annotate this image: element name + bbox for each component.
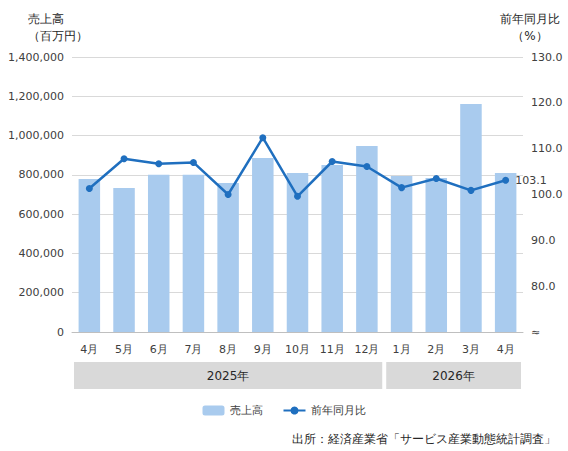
- svg-text:2025年: 2025年: [207, 369, 250, 383]
- svg-text:12月: 12月: [354, 343, 379, 356]
- svg-text:8月: 8月: [219, 343, 237, 356]
- svg-text:9月: 9月: [254, 343, 272, 356]
- svg-text:（百万円）: （百万円）: [28, 29, 88, 43]
- svg-text:120.0: 120.0: [531, 96, 563, 109]
- svg-text:90.0: 90.0: [531, 234, 556, 247]
- svg-text:≈: ≈: [531, 326, 540, 339]
- svg-text:10月: 10月: [285, 343, 310, 356]
- svg-text:3月: 3月: [462, 343, 480, 356]
- svg-text:130.0: 130.0: [531, 51, 563, 64]
- svg-text:600,000: 600,000: [19, 208, 65, 221]
- svg-text:4月: 4月: [80, 343, 98, 356]
- svg-text:2026年: 2026年: [432, 369, 475, 383]
- svg-text:1,200,000: 1,200,000: [8, 90, 64, 103]
- svg-text:11月: 11月: [320, 343, 345, 356]
- svg-text:800,000: 800,000: [19, 168, 65, 181]
- svg-text:1,000,000: 1,000,000: [8, 129, 64, 142]
- svg-text:6月: 6月: [150, 343, 168, 356]
- svg-text:2月: 2月: [427, 343, 445, 356]
- svg-text:売上高: 売上高: [28, 12, 64, 26]
- svg-text:1月: 1月: [393, 343, 411, 356]
- svg-text:0: 0: [57, 326, 64, 339]
- svg-text:5月: 5月: [115, 343, 133, 356]
- svg-text:110.0: 110.0: [531, 142, 563, 155]
- svg-text:100.0: 100.0: [531, 188, 563, 201]
- svg-text:103.1: 103.1: [515, 174, 547, 187]
- svg-text:出所：経済産業省「サービス産業動態統計調査」: 出所：経済産業省「サービス産業動態統計調査」: [292, 432, 556, 446]
- svg-text:前年同月比: 前年同月比: [500, 12, 560, 26]
- svg-text:400,000: 400,000: [19, 247, 65, 260]
- svg-text:200,000: 200,000: [19, 286, 65, 299]
- svg-text:売上高: 売上高: [230, 404, 263, 417]
- svg-text:7月: 7月: [184, 343, 202, 356]
- svg-text:80.0: 80.0: [531, 280, 556, 293]
- svg-text:前年同月比: 前年同月比: [311, 404, 366, 417]
- svg-text:1,400,000: 1,400,000: [8, 51, 64, 64]
- svg-text:4月: 4月: [497, 343, 515, 356]
- svg-text:（%）: （%）: [512, 29, 547, 43]
